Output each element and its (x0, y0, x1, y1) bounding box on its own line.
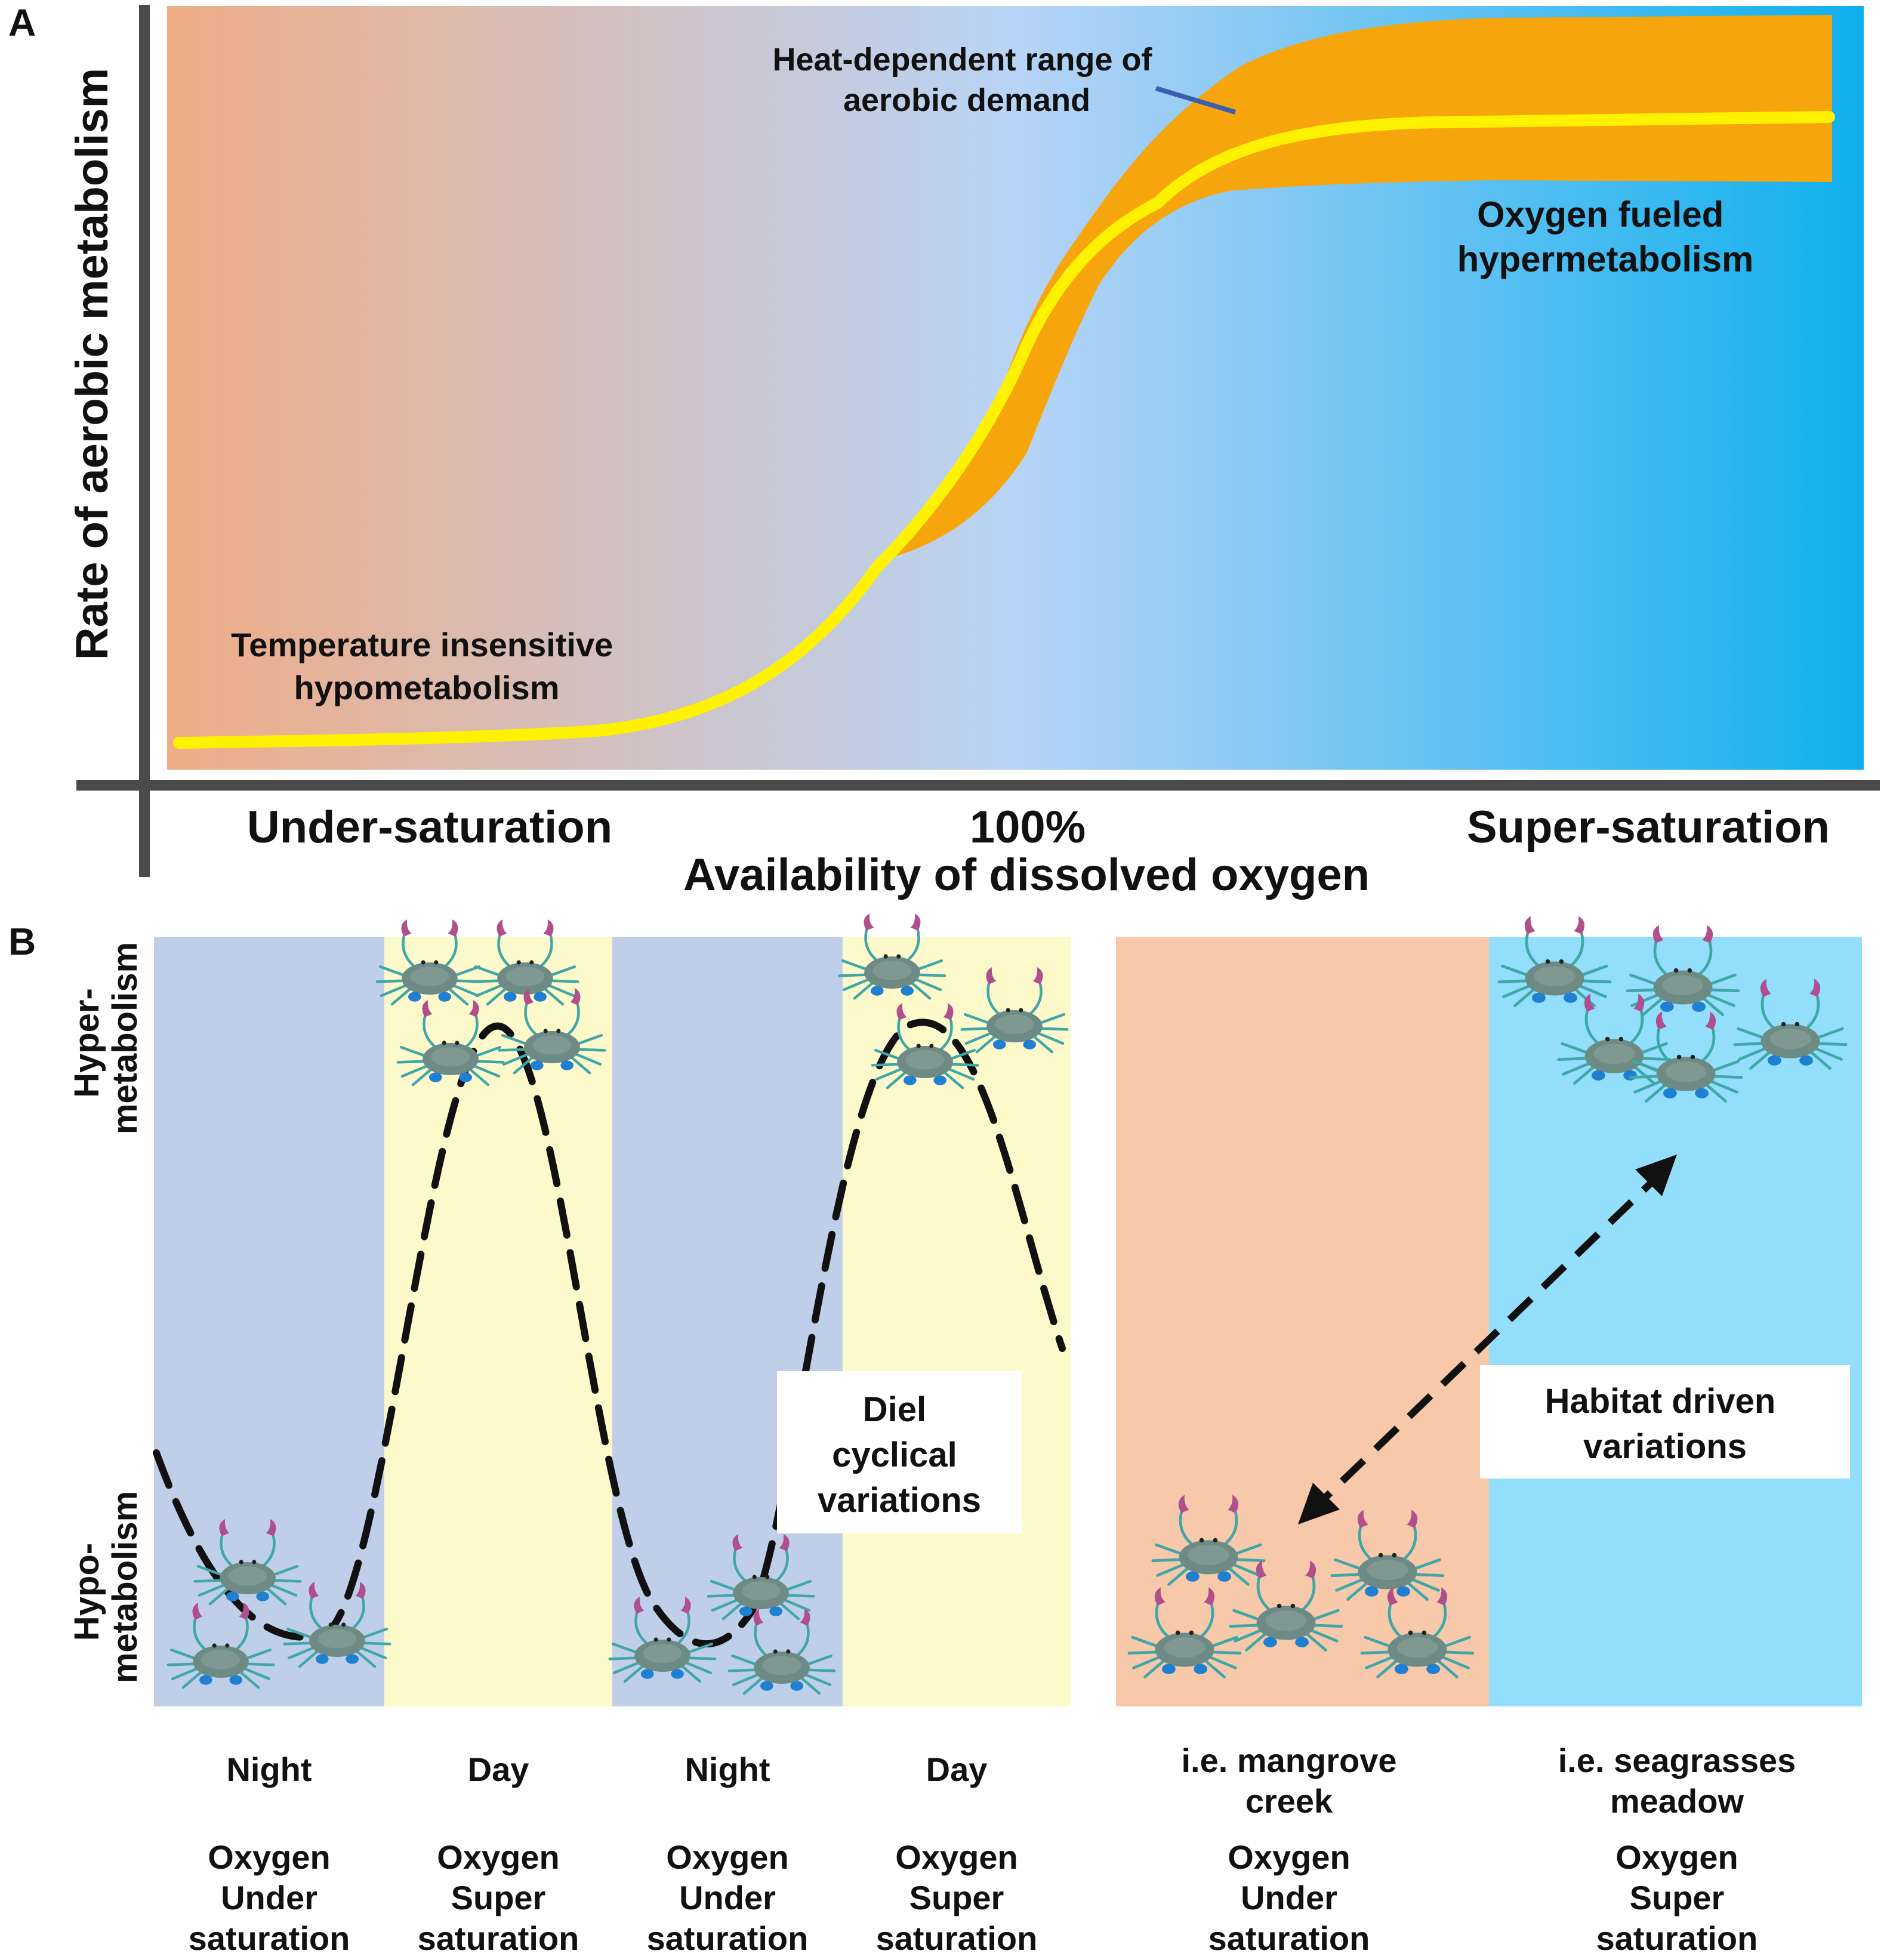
aerobic-metabolism-curve (173, 111, 1835, 749)
habitat-label-box (1480, 1365, 1850, 1479)
column-mangrove (1116, 937, 1489, 1706)
habitat-arrow-head-down (1298, 1483, 1340, 1524)
band-label: Heat-dependent range of aerobic demand (772, 42, 1161, 118)
habitat-arrow-line (1310, 1166, 1668, 1513)
column-time-label: i.e. mangrove creek (1181, 1742, 1396, 1820)
diel-label: Diel cyclical variations (818, 1390, 981, 1520)
band-pointer-line (1155, 86, 1237, 115)
column-oxygen-label: Oxygen Under saturation (189, 1838, 350, 1957)
column-time-label: Day (926, 1751, 988, 1788)
diel-cycle-dashed-curve (153, 1018, 1066, 1648)
column-captions: Night Oxygen Under saturation Day Oxygen Super… (189, 1742, 1796, 1957)
hyper-metabolism-label: Hyper- metabolism (67, 942, 144, 1134)
column-oxygen-label: Oxygen Under saturation (1208, 1838, 1370, 1957)
x-tick-under-saturation: Under-saturation (247, 802, 612, 853)
panel-a-letter: A (8, 1, 36, 44)
aerobic-demand-band (877, 15, 1832, 561)
panel-b-letter: B (8, 920, 36, 963)
low-regime-label: Temperature insensitive hypometabolism (231, 626, 622, 706)
hypo-metabolism-label: Hypo- metabolism (67, 1491, 144, 1683)
x-tick-super-saturation: Super-saturation (1467, 802, 1830, 853)
x-axis-label: Availability of dissolved oxygen (683, 850, 1370, 900)
column-oxygen-label: Oxygen Super saturation (418, 1838, 579, 1957)
column-oxygen-label: Oxygen Super saturation (1596, 1838, 1758, 1957)
column-day-2 (843, 937, 1071, 1706)
column-time-label: i.e. seagrasses meadow (1558, 1742, 1796, 1820)
high-regime-label: Oxygen fueled hypermetabolism (1457, 195, 1754, 279)
column-day-1 (384, 937, 612, 1706)
column-oxygen-label: Oxygen Super saturation (876, 1838, 1038, 1957)
column-night-2 (612, 937, 843, 1706)
column-time-label: Night (226, 1751, 312, 1788)
y-axis-label: Rate of aerobic metabolism (67, 68, 118, 660)
diel-label-box (777, 1371, 1022, 1533)
habitat-arrow-head-up (1635, 1155, 1677, 1196)
column-time-label: Night (684, 1751, 770, 1788)
habitat-label: Habitat driven variations (1545, 1382, 1786, 1466)
column-oxygen-label: Oxygen Under saturation (647, 1838, 809, 1957)
x-tick-100-percent: 100% (970, 802, 1086, 853)
column-time-label: Day (468, 1751, 529, 1788)
